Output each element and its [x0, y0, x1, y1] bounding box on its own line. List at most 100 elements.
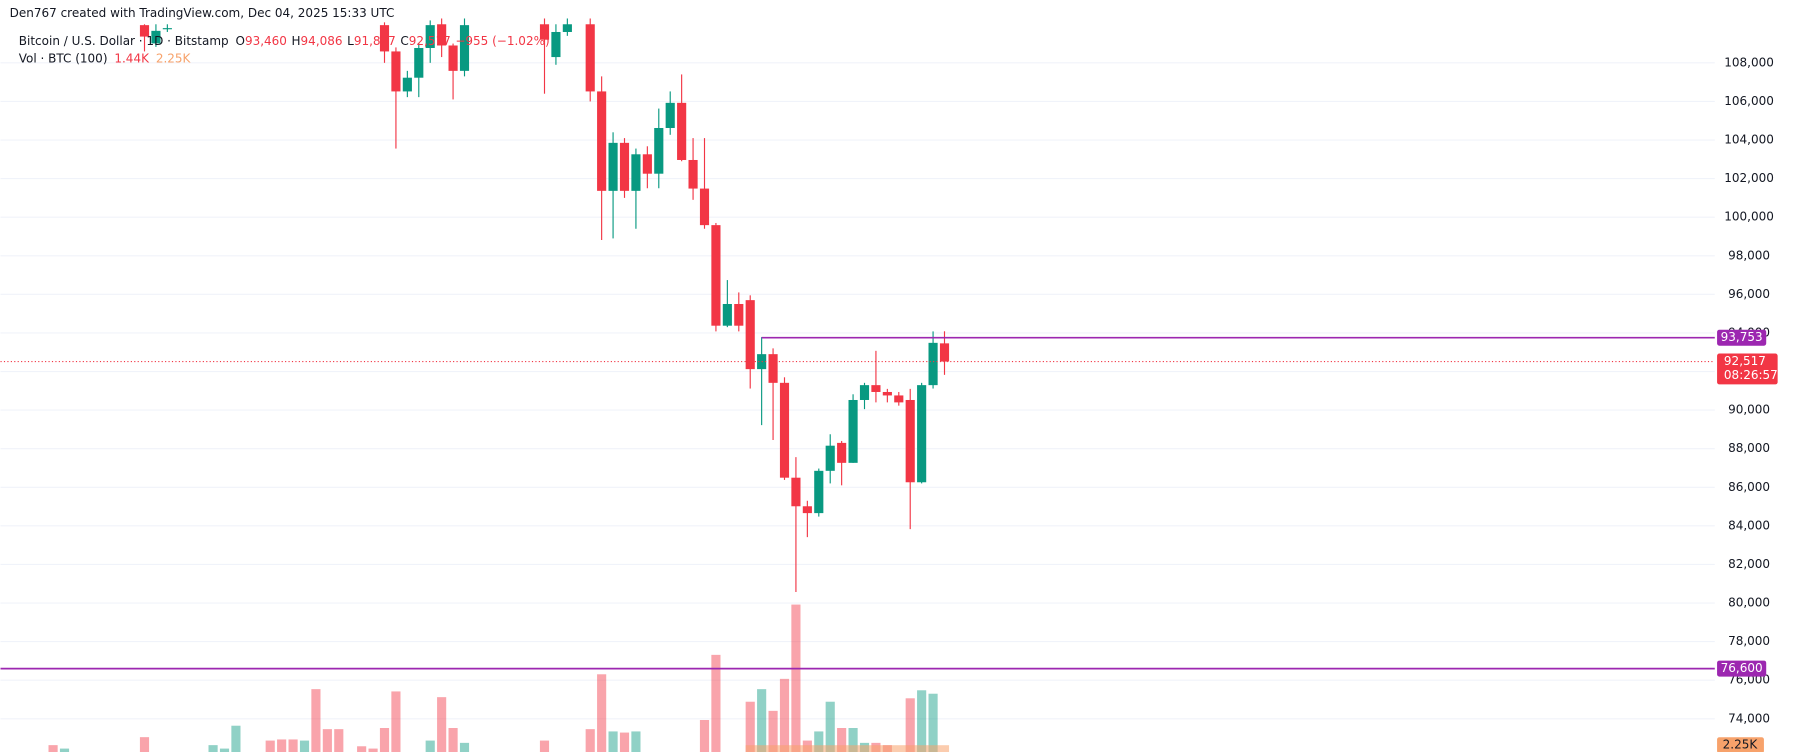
volume-ma — [745, 745, 950, 752]
candle-body — [939, 343, 950, 362]
candle-body — [608, 142, 618, 191]
candle-body — [848, 399, 858, 463]
y-tick-label: 108,000 — [1724, 55, 1774, 69]
candle-body — [814, 470, 824, 514]
candle-body — [631, 154, 641, 191]
countdown: 08:26:57 — [1724, 368, 1778, 382]
last-price-tag — [1717, 353, 1778, 385]
volume-bar — [437, 697, 447, 752]
y-tick-label: 86,000 — [1728, 480, 1770, 494]
candle-body — [779, 382, 790, 478]
candle-body — [905, 399, 915, 483]
y-tick-label: 98,000 — [1728, 248, 1770, 262]
volume-bar — [368, 748, 378, 752]
candle-body — [585, 24, 595, 92]
volume-bar — [391, 691, 401, 752]
candle-body — [665, 102, 675, 128]
price-tag — [1717, 660, 1767, 677]
candle-body — [837, 442, 847, 463]
volume-bar — [619, 732, 630, 752]
candle-body — [802, 506, 812, 514]
volume-bar — [757, 689, 767, 752]
volume-bar — [814, 731, 824, 752]
volume-bar — [208, 745, 218, 752]
candle-body — [917, 385, 927, 483]
candle-body — [791, 477, 801, 507]
plot: 74,00076,00078,00080,00082,00084,00086,0… — [0, 18, 1778, 752]
volume-bar — [379, 728, 390, 752]
candle-body — [688, 159, 698, 189]
ohlc-key: O — [236, 34, 245, 48]
candle-body — [551, 31, 561, 58]
volume-bar — [59, 748, 70, 752]
volume-ma-value: 2.25K — [156, 51, 192, 65]
y-tick-label: 80,000 — [1728, 596, 1770, 610]
volume-title: Vol · BTC (100) — [19, 51, 108, 65]
ohlc-key: H — [292, 34, 301, 48]
candle-body — [859, 385, 870, 400]
volume-bar — [311, 689, 321, 752]
chart-title: Bitcoin / U.S. Dollar · 1D · Bitstamp — [19, 34, 229, 48]
volume-bar — [745, 701, 755, 752]
price-tag-label: 76,600 — [1721, 661, 1763, 675]
volume-bar — [597, 674, 607, 752]
candle-body — [459, 25, 470, 71]
candle-body — [437, 24, 447, 46]
volume-bar — [299, 740, 310, 752]
volume-bar — [139, 737, 150, 752]
candle-body — [414, 47, 424, 78]
ohlc-value: 91,827 — [354, 34, 396, 48]
price-tag — [1717, 329, 1767, 346]
candle-body — [162, 28, 172, 30]
volume-bar — [608, 731, 618, 752]
volume-bar — [425, 740, 435, 752]
candle-body — [871, 385, 881, 392]
candle-body — [642, 154, 652, 174]
volume-bar — [48, 745, 58, 752]
change: −955 (−1.02%) — [455, 34, 549, 48]
y-tick-label: 90,000 — [1728, 403, 1770, 417]
y-tick-label: 74,000 — [1728, 711, 1770, 725]
y-tick-label: 88,000 — [1728, 441, 1770, 455]
volume-bar — [928, 693, 938, 752]
y-tick-label: 84,000 — [1728, 518, 1770, 532]
ohlc-value: 94,086 — [301, 34, 343, 48]
volume-bar — [905, 698, 915, 752]
candle-body — [151, 30, 161, 44]
candle-body — [539, 24, 550, 40]
candle-body — [391, 51, 401, 92]
volume-legend: Vol · BTC (100) 1.44K 2.25K — [19, 51, 192, 65]
candle-body — [928, 342, 938, 386]
volume-bar — [265, 740, 275, 752]
volume-bar — [585, 729, 595, 752]
volume-value: 1.44K — [114, 51, 150, 65]
volume-bar — [219, 748, 230, 752]
volume-bar — [448, 728, 458, 752]
volume-bar — [277, 739, 287, 752]
candle-body — [402, 77, 412, 92]
candle-body — [562, 24, 572, 32]
ohlc-key: C — [400, 34, 408, 48]
candle-body — [677, 102, 687, 160]
candle-body — [139, 25, 150, 37]
volume-bar — [357, 746, 367, 752]
volume-bar — [825, 701, 835, 752]
candle-body — [825, 445, 835, 471]
volume-bar — [631, 731, 641, 752]
volume-bar — [791, 604, 801, 752]
candle-body — [448, 45, 458, 71]
candle-body — [894, 395, 904, 403]
candle-body — [745, 300, 755, 370]
volume-bar — [288, 739, 298, 752]
ohlc-value: 93,460 — [245, 34, 287, 48]
candle-body — [425, 25, 435, 48]
y-tick-label: 96,000 — [1728, 287, 1770, 301]
credit: Den767 created with TradingView.com, Dec… — [10, 6, 395, 20]
y-tick-label: 106,000 — [1724, 94, 1774, 108]
volume-ma-tag — [1717, 737, 1764, 752]
volume-ma-label: 2.25K — [1723, 738, 1759, 752]
ohlc-value: 92,517 — [409, 34, 451, 48]
